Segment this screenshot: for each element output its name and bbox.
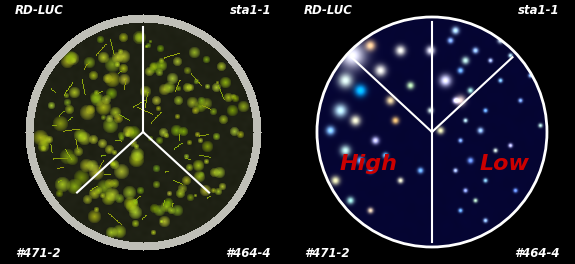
Text: High: High — [340, 154, 397, 174]
Text: #464-4: #464-4 — [515, 247, 560, 260]
Text: sta1-1: sta1-1 — [518, 4, 560, 17]
Text: RD-LUC: RD-LUC — [15, 4, 64, 17]
Text: sta1-1: sta1-1 — [229, 4, 271, 17]
Text: RD-LUC: RD-LUC — [304, 4, 353, 17]
Text: #471-2: #471-2 — [304, 247, 350, 260]
Text: Low: Low — [480, 154, 530, 174]
Text: #464-4: #464-4 — [225, 247, 271, 260]
Text: #471-2: #471-2 — [15, 247, 60, 260]
